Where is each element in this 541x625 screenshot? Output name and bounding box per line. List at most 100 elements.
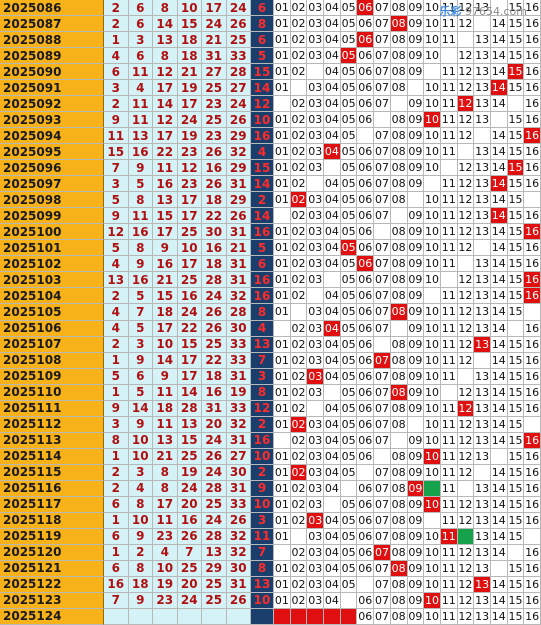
trend-cell: 10	[424, 384, 441, 401]
blue-ball-number: 10	[251, 112, 274, 129]
trend-cell: 10	[424, 160, 441, 177]
trend-cell: 16	[524, 320, 541, 337]
red-ball-number: 26	[202, 304, 227, 321]
trend-cell-hit: 04	[324, 144, 341, 161]
trend-cell: 14	[490, 368, 508, 385]
red-ball-number: 7	[128, 304, 153, 321]
trend-cell: 06	[357, 176, 375, 193]
red-ball-number: 6	[104, 496, 129, 513]
issue-number: 2025094	[0, 128, 104, 145]
trend-cell: 13	[474, 432, 491, 449]
red-ball-number	[202, 608, 227, 625]
red-ball-number: 31	[202, 48, 227, 65]
trend-cell: 04	[324, 576, 341, 593]
red-ball-number: 18	[153, 400, 178, 417]
issue-number: 2025089	[0, 48, 104, 65]
trend-cell: 13	[474, 0, 491, 17]
red-ball-number: 5	[104, 368, 129, 385]
red-ball-number: 24	[202, 512, 227, 529]
trend-cell: 16	[524, 64, 541, 81]
trend-cell: 07	[374, 576, 391, 593]
red-ball-number: 24	[177, 112, 202, 129]
trend-cell: 06	[357, 224, 375, 241]
trend-cell: 12	[457, 176, 475, 193]
red-ball-number: 26	[226, 592, 251, 609]
trend-cell: 04	[324, 32, 341, 49]
trend-cell: 01	[274, 304, 291, 321]
red-ball-number: 11	[153, 384, 178, 401]
blue-ball-number: 16	[251, 288, 274, 305]
trend-cell: 12	[457, 224, 475, 241]
trend-cell: 03	[307, 592, 325, 609]
trend-cell: 13	[474, 144, 491, 161]
issue-number: 2025123	[0, 592, 104, 609]
trend-cell: 10	[424, 96, 441, 113]
trend-cell: 08	[390, 288, 408, 305]
trend-cell: 08	[390, 32, 408, 49]
trend-cell: 09	[407, 224, 425, 241]
trend-cell: 03	[307, 528, 325, 545]
blue-ball-number: 10	[251, 448, 274, 465]
red-ball-number: 14	[177, 384, 202, 401]
trend-cell: 15	[507, 208, 525, 225]
trend-cell: 02	[290, 96, 308, 113]
trend-cell	[274, 96, 291, 113]
trend-cell-hit: 15	[507, 64, 525, 81]
trend-cell: 15	[507, 48, 525, 65]
trend-cell: 12	[457, 320, 475, 337]
trend-cell	[274, 320, 291, 337]
trend-cell: 06	[357, 592, 375, 609]
red-ball-number: 16	[153, 176, 178, 193]
trend-cell: 09	[407, 576, 425, 593]
issue-number: 2025097	[0, 176, 104, 193]
trend-cell: 11	[440, 400, 458, 417]
trend-cell: 10	[424, 560, 441, 577]
trend-cell: 09	[407, 608, 425, 625]
trend-cell: 11	[440, 224, 458, 241]
trend-cell: 08	[390, 528, 408, 545]
trend-cell: 02	[290, 576, 308, 593]
trend-cell: 15	[507, 448, 525, 465]
red-ball-number: 16	[202, 384, 227, 401]
red-ball-number: 3	[104, 416, 129, 433]
trend-cell: 14	[490, 96, 508, 113]
issue-number: 2025120	[0, 544, 104, 561]
trend-cell: 16	[524, 144, 541, 161]
red-ball-number: 1	[104, 512, 129, 529]
trend-cell: 09	[407, 128, 425, 145]
trend-cell: 01	[274, 416, 291, 433]
trend-cell: 04	[324, 448, 341, 465]
blue-ball-number: 5	[251, 48, 274, 65]
trend-cell: 02	[290, 432, 308, 449]
trend-cell-hit: 06	[357, 0, 375, 17]
trend-cell: 13	[474, 528, 491, 545]
trend-cell: 02	[290, 288, 308, 305]
trend-cell: 11	[440, 448, 458, 465]
trend-cell: 01	[274, 592, 291, 609]
issue-number: 2025110	[0, 384, 104, 401]
trend-cell: 12	[457, 608, 475, 625]
trend-cell: 13	[474, 448, 491, 465]
red-ball-number: 25	[202, 336, 227, 353]
trend-cell	[407, 192, 425, 209]
trend-cell: 01	[274, 576, 291, 593]
trend-cell: 11	[440, 368, 458, 385]
trend-cell: 10	[424, 0, 441, 17]
trend-cell: 11	[440, 80, 458, 97]
red-ball-number: 17	[177, 192, 202, 209]
red-ball-number: 29	[226, 160, 251, 177]
trend-cell: 11	[440, 144, 458, 161]
trend-cell: 08	[390, 480, 408, 497]
red-ball-number: 3	[128, 464, 153, 481]
trend-cell: 08	[390, 240, 408, 257]
trend-cell: 08	[390, 368, 408, 385]
trend-cell: 03	[307, 224, 325, 241]
trend-cell: 15	[507, 416, 525, 433]
trend-cell: 01	[274, 80, 291, 97]
trend-cell	[507, 96, 525, 113]
trend-cell: 16	[524, 496, 541, 513]
trend-cell: 16	[524, 96, 541, 113]
trend-cell: 15	[507, 128, 525, 145]
trend-cell: 14	[490, 304, 508, 321]
